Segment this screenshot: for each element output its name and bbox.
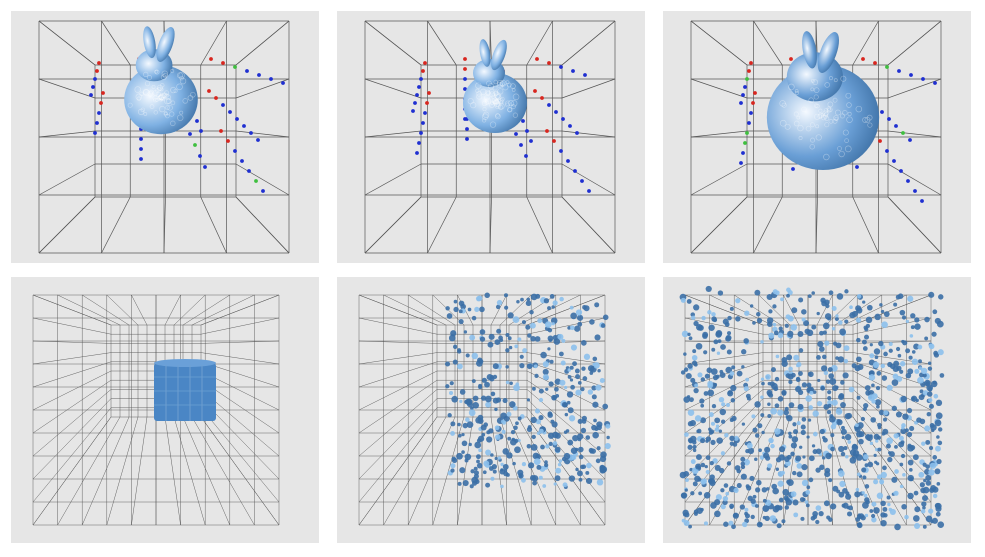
bunny-mesh: [766, 31, 880, 170]
scene-cylinder-grid: [32, 294, 280, 526]
particle-cloud: [444, 292, 611, 489]
panel-bunny-probes-1: [11, 11, 319, 263]
wire-grid: [32, 294, 280, 526]
wire-grid: [690, 20, 942, 254]
scene-bunny-probes-3: [690, 20, 942, 254]
particle-cloud: [679, 285, 945, 531]
scene-bunny-probes-1: [38, 20, 290, 254]
bunny-mesh: [124, 26, 198, 135]
panel-particles-1: [337, 277, 645, 543]
cylinder-mesh: [154, 359, 216, 421]
scene-particles-2: [679, 285, 945, 531]
panel-bunny-probes-2: [337, 11, 645, 263]
scene-particles-1: [358, 292, 611, 526]
panel-cylinder-grid: [11, 277, 319, 543]
wire-grid: [364, 20, 616, 254]
bunny-mesh: [463, 39, 527, 133]
panel-particles-2: [663, 277, 971, 543]
scene-bunny-probes-2: [364, 20, 616, 254]
panel-bunny-probes-3: [663, 11, 971, 263]
